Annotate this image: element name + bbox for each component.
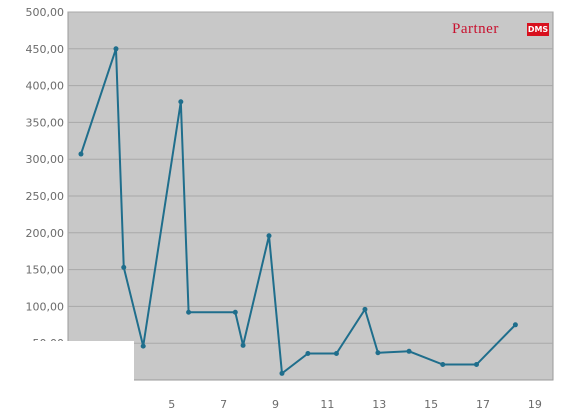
data-point [473,362,479,368]
logo-text: Partner [452,21,499,37]
data-point [406,348,412,354]
y-tick-label: 150,00 [26,264,65,277]
y-tick-label: 400,00 [26,80,65,93]
partner-logo: Partner DMS [452,21,552,41]
data-point [362,306,368,312]
data-point [232,309,238,315]
x-tick-label: 11 [320,398,334,411]
data-point [512,322,518,328]
y-tick-label: 500,00 [26,6,65,19]
series-group [78,46,518,376]
x-tick-label: 9 [272,398,279,411]
y-axis-ticks: 50,00100,00150,00200,00250,00300,00350,0… [26,6,65,350]
x-tick-label: 5 [168,398,175,411]
y-tick-label: 250,00 [26,190,65,203]
x-tick-label: 15 [424,398,438,411]
data-point [140,343,146,349]
series-line [80,48,517,376]
x-tick-label: 19 [528,398,542,411]
y-tick-label: 450,00 [26,43,65,56]
data-point [240,342,246,348]
bottom-white-panel [0,341,134,415]
data-point [279,370,285,376]
x-tick-label: 13 [372,398,386,411]
data-point [375,350,381,356]
data-point [78,151,84,157]
data-point [178,99,184,105]
data-point [113,46,119,52]
data-point [440,362,446,368]
data-point [266,233,272,239]
y-tick-label: 350,00 [26,116,65,129]
x-tick-label: 17 [476,398,490,411]
data-point [305,351,311,357]
y-tick-label: 300,00 [26,153,65,166]
data-point [186,309,192,315]
data-point [333,351,339,357]
y-tick-label: 200,00 [26,227,65,240]
x-tick-label: 7 [220,398,227,411]
data-point [121,264,127,270]
x-axis-ticks: 35791113151719 [116,398,541,411]
y-tick-label: 100,00 [26,300,65,313]
logo-badge: DMS [527,23,549,36]
